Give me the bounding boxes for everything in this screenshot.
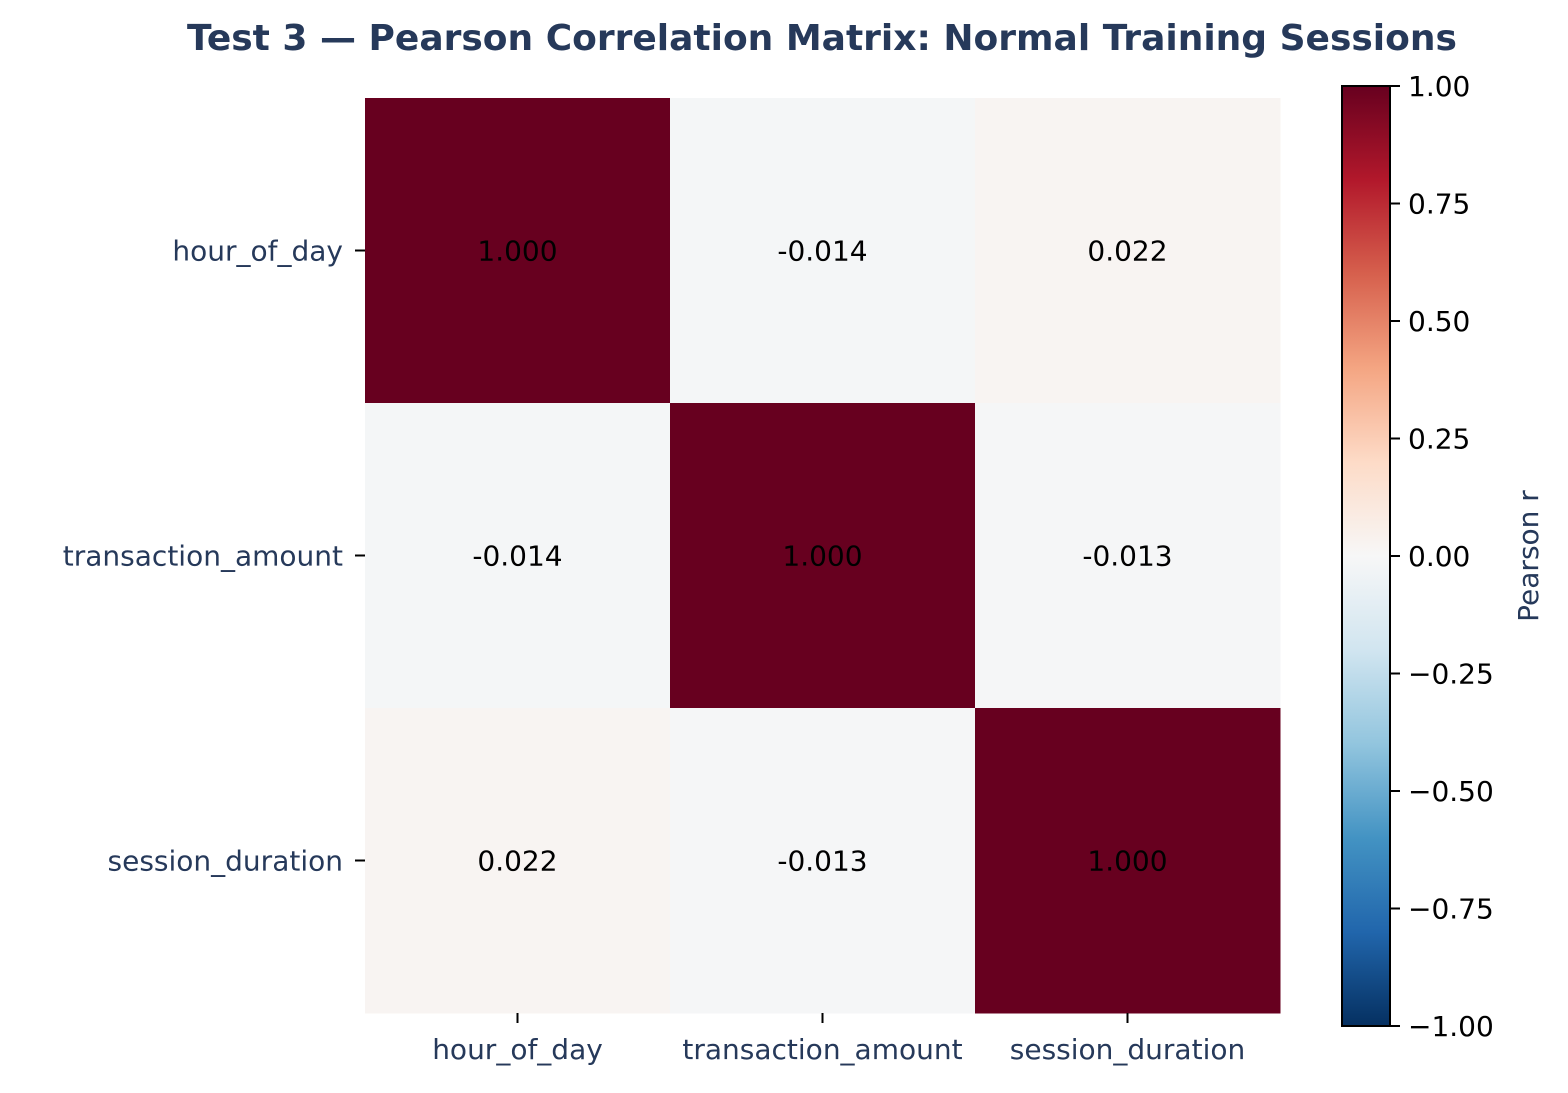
y-tick-label-1: transaction_amount bbox=[63, 540, 343, 573]
colorbar-tick-label-2: 0.50 bbox=[1408, 305, 1470, 338]
heatmap-cell-1-1 bbox=[670, 403, 976, 709]
x-tick-label-2: session_duration bbox=[1010, 1033, 1245, 1066]
cell-value-label-1-2: -0.013 bbox=[1082, 540, 1172, 573]
heatmap-cell-0-2 bbox=[975, 98, 1281, 404]
heatmap-cells bbox=[365, 98, 1281, 1014]
chart-title: Test 3 — Pearson Correlation Matrix: Nor… bbox=[187, 18, 1457, 59]
colorbar-ticks: 1.00 0.75 0.50 0.25 0.00 −0.25 −0.50 −0.75 −1.00 bbox=[1390, 70, 1494, 1043]
cell-value-label-2-0: 0.022 bbox=[477, 845, 557, 878]
cell-value-label-0-1: -0.014 bbox=[777, 235, 867, 268]
heatmap-cell-1-2 bbox=[975, 403, 1281, 709]
heatmap-cell-2-1 bbox=[670, 708, 976, 1014]
cell-value-label-2-2: 1.000 bbox=[1087, 845, 1167, 878]
x-tick-label-0: hour_of_day bbox=[432, 1033, 603, 1066]
y-tick-label-2: session_duration bbox=[108, 845, 343, 878]
colorbar: 1.00 0.75 0.50 0.25 0.00 −0.25 −0.50 −0.75 −1.00… bbox=[1341, 70, 1545, 1043]
colorbar-tick-label-4: 0.00 bbox=[1408, 540, 1470, 573]
heatmap-cell-0-0 bbox=[365, 98, 671, 404]
colorbar-label: Pearson r bbox=[1512, 490, 1545, 622]
colorbar-tick-label-5: −0.25 bbox=[1408, 658, 1494, 691]
colorbar-gradient bbox=[1341, 85, 1391, 1027]
heatmap-cell-0-1 bbox=[670, 98, 976, 404]
heatmap-cell-2-2 bbox=[975, 708, 1281, 1014]
y-tick-label-0: hour_of_day bbox=[172, 235, 343, 268]
colorbar-tick-label-7: −0.75 bbox=[1408, 893, 1494, 926]
cell-value-label-1-1: 1.000 bbox=[782, 540, 862, 573]
colorbar-tick-label-3: 0.25 bbox=[1408, 423, 1470, 456]
x-axis: hour_of_day transaction_amount session_dur… bbox=[432, 1013, 1245, 1066]
x-tick-label-1: transaction_amount bbox=[682, 1033, 962, 1066]
cell-value-label-0-2: 0.022 bbox=[1087, 235, 1167, 268]
heatmap-cell-2-0 bbox=[365, 708, 671, 1014]
colorbar-tick-label-1: 0.75 bbox=[1408, 188, 1470, 221]
colorbar-tick-label-6: −0.50 bbox=[1408, 775, 1494, 808]
heatmap-cell-labels: 1.000 -0.014 0.022 -0.014 1.000 -0.013 0.022 -0… bbox=[472, 235, 1172, 878]
colorbar-tick-label-0: 1.00 bbox=[1408, 70, 1470, 103]
y-axis: hour_of_day transaction_amount session_dur… bbox=[63, 235, 365, 878]
cell-value-label-2-1: -0.013 bbox=[777, 845, 867, 878]
colorbar-tick-label-8: −1.00 bbox=[1408, 1010, 1494, 1043]
heatmap-cell-1-0 bbox=[365, 403, 671, 709]
cell-value-label-0-0: 1.000 bbox=[477, 235, 557, 268]
cell-value-label-1-0: -0.014 bbox=[472, 540, 562, 573]
